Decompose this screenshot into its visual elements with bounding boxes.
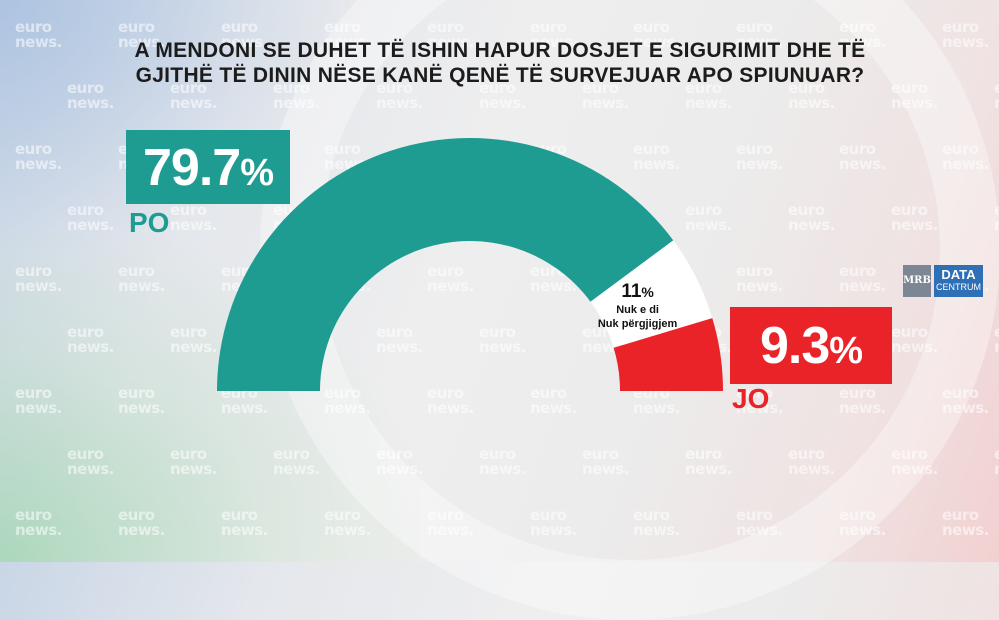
data-centrum-badge: DATA CENTRUM [934,265,983,297]
po-value: 79.7 [142,139,241,197]
jo-value-box: 9.3% [730,307,892,384]
neutral-value: 11% [621,281,654,302]
neutral-label-line-2: Nuk përgjigjem [598,318,678,330]
mrb-data-centrum-logo: MRB DATA CENTRUM [903,265,983,297]
jo-value: 9.3 [759,317,830,375]
jo-label: JO [732,383,770,414]
po-value-box: 79.7% [126,130,290,204]
chart-title: A MENDONI SE DUHET TË ISHIN HAPUR DOSJET… [60,38,940,88]
po-label: PO [129,207,170,238]
gauge-segment-1 [590,240,713,348]
half-donut-chart: 11% Nuk e di Nuk përgjigjem [217,137,723,391]
mrb-logo-mark: MRB [903,265,931,297]
neutral-label-line-1: Nuk e di [616,304,659,316]
chart-title-line-2: GJITHË TË DININ NËSE KANË QENË TË SURVEJ… [135,64,865,87]
gauge-segment-0 [217,137,674,391]
neutral-value-unit: % [641,284,654,300]
data-centrum-bottom: CENTRUM [936,282,981,292]
neutral-value-number: 11 [621,281,642,302]
jo-value-unit: % [829,330,863,372]
po-value-unit: % [240,152,274,194]
data-centrum-top: DATA [941,267,976,282]
chart-title-line-1: A MENDONI SE DUHET TË ISHIN HAPUR DOSJET… [134,39,866,62]
gauge-segment-2 [613,318,723,391]
